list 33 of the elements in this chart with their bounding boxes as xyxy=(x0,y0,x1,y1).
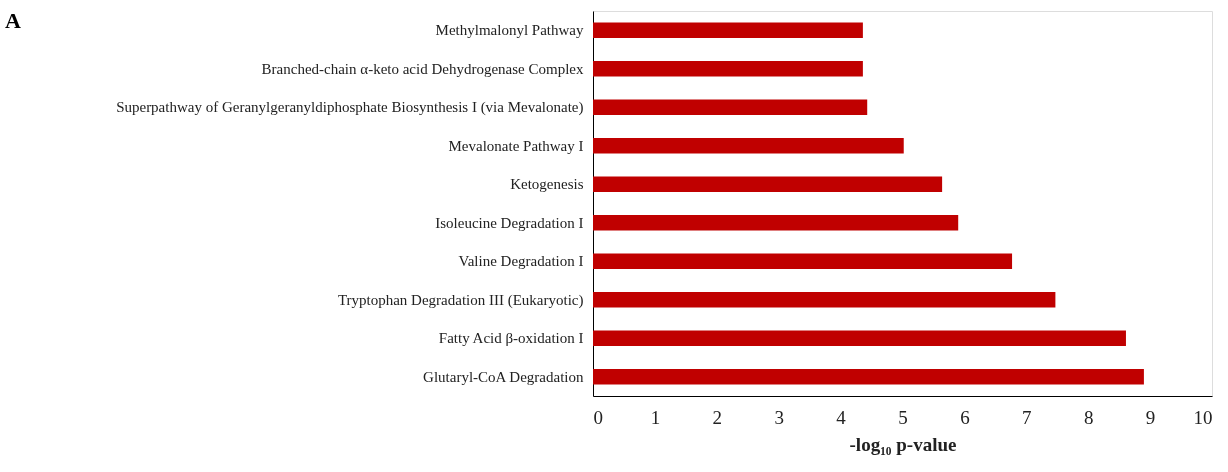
y-tick-label: Isoleucine Degradation I xyxy=(435,214,584,231)
y-tick-label: Methylmalonyl Pathway xyxy=(435,22,584,39)
bar xyxy=(593,330,1126,346)
y-tick-label: Superpathway of Geranylgeranyldiphosphate Biosynthesis I (via Mevalonate) xyxy=(116,99,584,117)
x-tick-label: 9 xyxy=(1145,406,1156,428)
x-tick-label: 5 xyxy=(898,406,908,428)
x-tick-label: 2 xyxy=(712,406,723,428)
bar xyxy=(593,138,904,154)
y-tick-label: Fatty Acid β-oxidation I xyxy=(438,330,584,347)
bar xyxy=(593,369,1144,385)
y-tick-label: Valine Degradation I xyxy=(458,253,584,270)
y-tick-label: Glutaryl-CoA Degradation xyxy=(423,368,584,385)
x-tick-label: 8 xyxy=(1083,406,1094,428)
x-tick-label: 10 xyxy=(1193,406,1213,428)
x-tick-label: 1 xyxy=(650,406,661,428)
y-tick-label: Tryptophan Degradation III (Eukaryotic) xyxy=(337,291,584,309)
x-axis-title: -log₁₀ p-value xyxy=(849,433,957,455)
y-tick-label: Branched-chain α-keto acid Dehydrogenase Complex xyxy=(261,60,584,77)
x-tick-label: 7 xyxy=(1022,406,1032,428)
x-tick-label: 6 xyxy=(960,406,970,428)
bar xyxy=(593,215,959,231)
y-tick-label: Ketogenesis xyxy=(510,176,584,193)
bar xyxy=(593,61,863,77)
bar xyxy=(593,253,1013,269)
x-tick-label: 4 xyxy=(836,406,847,428)
bar xyxy=(593,99,868,115)
bar xyxy=(593,22,863,38)
text: A xyxy=(5,8,21,33)
bar xyxy=(593,176,943,192)
x-tick-label: 3 xyxy=(774,406,784,428)
x-tick-label: 0 xyxy=(593,406,603,428)
bar xyxy=(593,292,1056,308)
y-tick-label: Mevalonate Pathway I xyxy=(448,137,584,154)
